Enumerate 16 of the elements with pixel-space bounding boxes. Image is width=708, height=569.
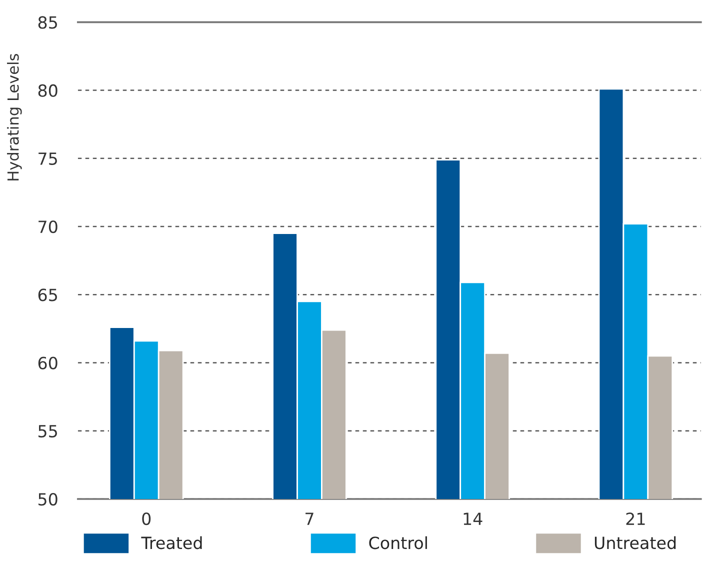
x-tick-label: 21 [626, 512, 645, 525]
y-axis-title: Hydrating Levels [7, 54, 22, 180]
y-tick-label: 75 [38, 152, 57, 165]
x-tick-label: 14 [464, 512, 482, 525]
legend-label: Untreated [594, 536, 676, 550]
y-tick-label: 80 [38, 84, 58, 97]
x-tick-label: 7 [306, 512, 314, 525]
y-tick-label: 85 [38, 16, 57, 29]
y-tick-label: 60 [38, 356, 58, 370]
y-tick-label: 50 [38, 492, 58, 506]
y-tick-label: 70 [38, 220, 58, 234]
x-tick-label: 0 [142, 512, 151, 526]
y-tick-label: 65 [38, 288, 57, 302]
legend-label: Treated [141, 536, 202, 550]
y-tick-label: 55 [38, 425, 57, 438]
legend-label: Control [369, 536, 427, 550]
